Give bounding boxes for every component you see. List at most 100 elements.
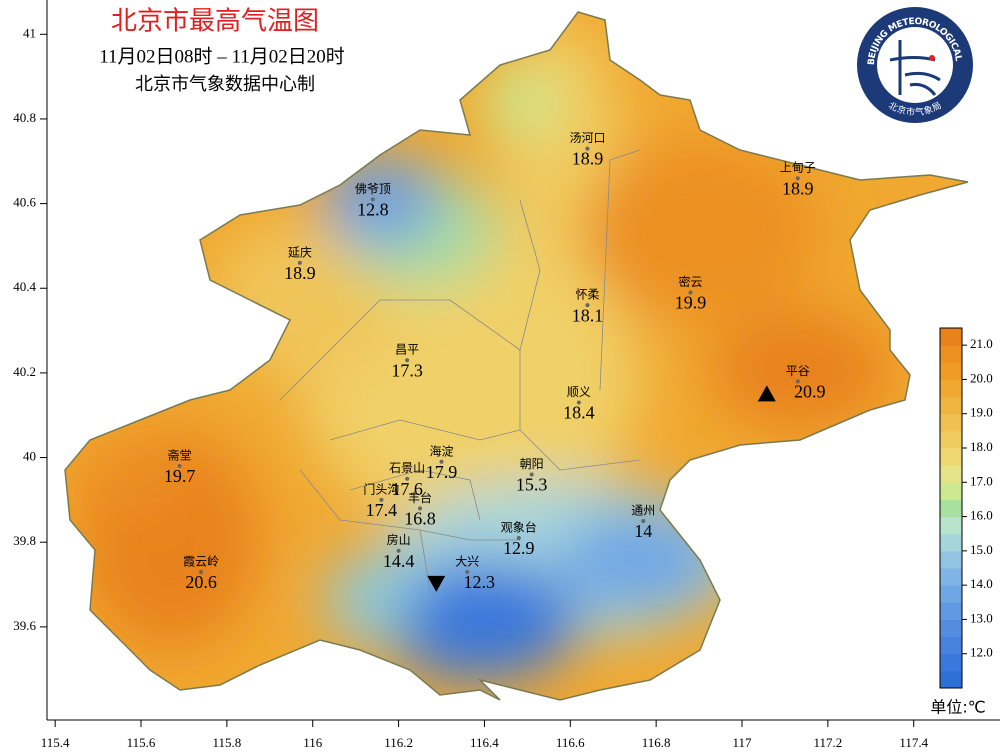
colorbar-band bbox=[940, 362, 962, 380]
y-tick-label: 40.2 bbox=[13, 364, 36, 379]
colorbar-band bbox=[940, 345, 962, 363]
x-tick-label: 117.2 bbox=[813, 735, 842, 750]
station-dot bbox=[405, 476, 410, 481]
station-value: 19.7 bbox=[164, 466, 196, 486]
station-dot bbox=[379, 497, 384, 502]
y-tick-label: 40.6 bbox=[13, 195, 36, 210]
source: 北京市气象数据中心制 bbox=[135, 74, 315, 94]
x-tick-label: 117 bbox=[732, 735, 752, 750]
x-tick-label: 115.8 bbox=[212, 735, 241, 750]
station-value: 14.4 bbox=[383, 551, 415, 571]
colorbar-band bbox=[940, 653, 962, 672]
colorbar-label: 16.0 bbox=[970, 508, 993, 523]
station-name: 顺义 bbox=[567, 385, 591, 399]
y-tick-label: 40 bbox=[23, 449, 36, 464]
period: 11月02日08时 – 11月02日20时 bbox=[99, 45, 345, 67]
station-value: 16.8 bbox=[404, 508, 436, 528]
station-name: 通州 bbox=[631, 504, 655, 518]
y-tick-label: 41 bbox=[23, 25, 36, 40]
colorbar-band bbox=[940, 602, 962, 620]
x-tick-label: 116.4 bbox=[470, 735, 499, 750]
station-dot bbox=[177, 464, 182, 469]
station-value: 17.6 bbox=[391, 479, 423, 499]
colorbar-band bbox=[940, 636, 962, 655]
logo-inner bbox=[877, 27, 953, 103]
station-name: 朝阳 bbox=[520, 457, 544, 471]
logo-glyph bbox=[889, 40, 941, 96]
station-value: 20.6 bbox=[185, 572, 217, 592]
x-tick-label: 116 bbox=[303, 735, 323, 750]
x-tick-label: 116.8 bbox=[642, 735, 671, 750]
station-dot bbox=[516, 535, 521, 540]
station-value: 12.9 bbox=[503, 538, 535, 558]
station-dot bbox=[370, 197, 375, 202]
station-name: 斋堂 bbox=[168, 448, 192, 463]
colorbar-band bbox=[940, 413, 962, 432]
station-value: 15.3 bbox=[516, 475, 548, 495]
colorbar-label: 19.0 bbox=[970, 405, 993, 420]
min-marker bbox=[427, 575, 446, 592]
station-dot bbox=[396, 548, 401, 553]
x-tick-label: 116.6 bbox=[556, 735, 585, 750]
station-name: 海淀 bbox=[429, 443, 453, 458]
colorbar-label: 14.0 bbox=[970, 576, 993, 591]
x-tick-label: 116.2 bbox=[384, 735, 413, 750]
y-tick-label: 39.8 bbox=[13, 533, 36, 548]
colorbar-band bbox=[940, 430, 962, 449]
colorbar-band bbox=[940, 670, 962, 689]
colorbar-band bbox=[940, 396, 962, 415]
colorbar-band bbox=[940, 482, 962, 500]
max-marker bbox=[757, 385, 776, 402]
station-value: 18.9 bbox=[572, 149, 604, 169]
station-value: 12.3 bbox=[464, 572, 496, 592]
colorbar-band bbox=[940, 465, 962, 483]
colorbar-band bbox=[940, 550, 962, 569]
station-value: 19.9 bbox=[675, 293, 707, 313]
station-dot bbox=[529, 472, 534, 477]
colorbar-band bbox=[940, 619, 962, 638]
colorbar-band bbox=[940, 328, 962, 346]
x-tick-label: 115.4 bbox=[41, 735, 70, 750]
station-name: 怀柔 bbox=[575, 288, 599, 302]
station-dot bbox=[418, 506, 423, 511]
station-dot bbox=[405, 358, 410, 363]
station-name: 霞云岭 bbox=[183, 554, 219, 568]
station-name: 昌平 bbox=[395, 343, 419, 357]
station-name: 观象台 bbox=[501, 519, 537, 534]
colorbar-label: 18.0 bbox=[970, 439, 993, 454]
station-name: 石景山 bbox=[389, 461, 425, 475]
station-dot bbox=[641, 519, 646, 524]
colorbar-band bbox=[940, 379, 962, 398]
y-tick-label: 40.4 bbox=[13, 279, 36, 294]
station-value: 17.4 bbox=[366, 500, 398, 520]
colorbar-label: 15.0 bbox=[970, 542, 993, 557]
colorbar-band bbox=[940, 533, 962, 552]
station-dot bbox=[795, 176, 800, 181]
station-dot bbox=[465, 569, 470, 574]
station-name: 丰台 bbox=[408, 490, 432, 505]
station-dot bbox=[297, 260, 302, 265]
colorbar-band bbox=[940, 585, 962, 603]
colorbar-label: 13.0 bbox=[970, 610, 993, 625]
station-name: 门头沟 bbox=[363, 481, 399, 496]
station-name: 上甸子 bbox=[780, 161, 816, 175]
colorbar-frame bbox=[939, 327, 963, 689]
y-tick-label: 40.8 bbox=[13, 110, 36, 125]
station-value: 14 bbox=[634, 521, 652, 541]
y-tick-label: 39.6 bbox=[13, 618, 36, 633]
station-dot bbox=[199, 569, 204, 574]
station-name: 平谷 bbox=[786, 364, 810, 378]
colorbar-band bbox=[940, 516, 962, 535]
colorbar-band bbox=[940, 568, 962, 586]
title: 北京市最高气温图 bbox=[111, 7, 319, 37]
station-name: 密云 bbox=[678, 274, 702, 289]
station-name: 房山 bbox=[387, 532, 411, 547]
station-dot bbox=[576, 400, 581, 405]
x-tick-label: 117.4 bbox=[899, 735, 928, 750]
station-value: 17.9 bbox=[426, 462, 458, 482]
station-value: 18.4 bbox=[563, 403, 595, 423]
station-dot bbox=[795, 379, 800, 384]
colorbar-label: 20.0 bbox=[970, 370, 993, 385]
colorbar-label: 21.0 bbox=[970, 336, 993, 351]
